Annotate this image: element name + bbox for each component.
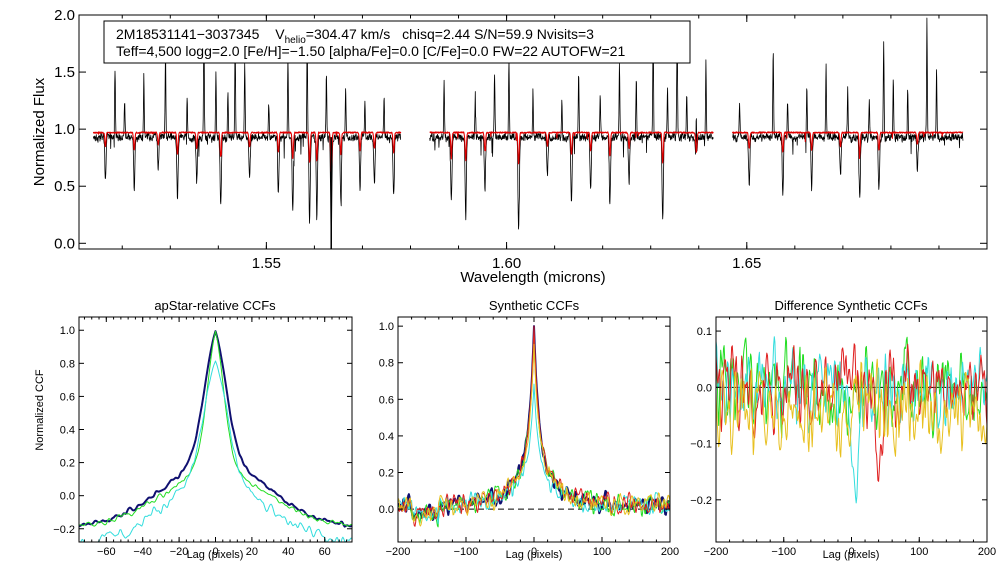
y-tick-label: 1.0 xyxy=(54,121,75,138)
x-tick-label: −200 xyxy=(386,546,411,558)
y-tick-label: 0.0 xyxy=(60,491,75,503)
info-star-id: 2M18531141−3037345 xyxy=(116,26,260,42)
x-tick-label: −20 xyxy=(170,546,189,558)
x-tick-label: 60 xyxy=(319,546,331,558)
y-tick-label: 1.0 xyxy=(379,321,394,333)
info-chisq-sn-nvisits: chisq=2.44 S/N=59.9 Nvisits=3 xyxy=(402,26,594,42)
x-tick-label: 1.55 xyxy=(252,255,281,272)
apstar-ccf-panel: apStar-relative CCFs −60 −40 −20 0 20 40 60 −0.… xyxy=(34,298,353,561)
y-tick-label: 2.0 xyxy=(54,7,75,24)
x-tick-label: 200 xyxy=(661,546,679,558)
info-vhelio-value: =304.47 km/s xyxy=(306,26,390,42)
difference-ccf-line xyxy=(716,358,987,458)
spectrum-panel: 1.55 1.60 1.65 0.0 0.5 1.0 1.5 2.0 Wavelength (… xyxy=(31,7,988,286)
info-box-frame xyxy=(103,20,691,64)
y-tick-label: 1.0 xyxy=(60,325,75,337)
x-tick-label: −100 xyxy=(454,546,479,558)
x-tick-label: −60 xyxy=(97,546,116,558)
apstar-ccf-title: apStar-relative CCFs xyxy=(154,298,276,313)
synthetic-ccf-line xyxy=(398,383,670,525)
y-tick-label: −0.1 xyxy=(690,439,712,451)
x-tick-label: 1.60 xyxy=(492,255,521,272)
y-tick-label: 0.6 xyxy=(60,391,75,403)
x-tick-label: −40 xyxy=(133,546,152,558)
y-tick-label: −0.2 xyxy=(690,495,712,507)
apstar-ccf-x-label: Lag (pixels) xyxy=(187,549,244,561)
synthetic-ccf-line xyxy=(398,325,670,527)
apstar-ccf-ticks: −60 −40 −20 0 20 40 60 −0.2 0.0 0.2 0.4 0.6 0.8 1.0 xyxy=(53,317,352,558)
difference-ccf-panel: Difference Synthetic CCFs −200 −100 0 100 20… xyxy=(690,298,996,561)
x-tick-label: 100 xyxy=(593,546,611,558)
apstar-ccf-line xyxy=(80,360,352,542)
y-tick-label: 0.8 xyxy=(60,358,75,370)
y-tick-label: 0.1 xyxy=(697,326,712,338)
y-tick-label: 0.0 xyxy=(379,504,394,516)
spectrum-observed-line xyxy=(93,30,402,248)
spectrum-y-label: Normalized Flux xyxy=(31,77,48,186)
y-tick-label: 0.8 xyxy=(379,358,394,370)
info-vhelio-label: V xyxy=(275,26,285,42)
spectrum-model-line xyxy=(731,131,964,160)
info-vhelio-sub: helio xyxy=(285,35,307,46)
difference-ccf-line xyxy=(716,336,987,504)
apstar-ccf-line xyxy=(79,330,352,527)
info-line-1: 2M18531141−3037345 Vhelio=304.47 km/s ch… xyxy=(116,26,594,46)
x-tick-label: −200 xyxy=(704,546,729,558)
spectrum-frame xyxy=(78,14,988,250)
info-box: 2M18531141−3037345 Vhelio=304.47 km/s ch… xyxy=(103,20,691,64)
info-line-2: Teff=4,500 logg=2.0 [Fe/H]=−1.50 [alpha/… xyxy=(116,43,625,59)
y-tick-label: 0.0 xyxy=(54,235,75,252)
x-tick-label: 20 xyxy=(246,546,258,558)
spectrum-x-label: Wavelength (microns) xyxy=(460,269,605,286)
x-tick-label: −100 xyxy=(771,546,796,558)
x-tick-label: 0 xyxy=(848,546,854,558)
spectrum-observed-line xyxy=(429,23,714,230)
y-tick-label: 0.2 xyxy=(379,467,394,479)
difference-ccf-line xyxy=(716,343,987,482)
y-tick-label: 0.0 xyxy=(697,382,712,394)
spectrum-ticks: 1.55 1.60 1.65 0.0 0.5 1.0 1.5 2.0 xyxy=(54,7,988,272)
difference-ccf-title: Difference Synthetic CCFs xyxy=(775,298,928,313)
spectrum-plot-area xyxy=(92,17,964,249)
spectrum-model-line xyxy=(429,131,714,165)
y-tick-label: 1.5 xyxy=(54,64,75,81)
spectrum-observed-line xyxy=(732,17,964,198)
synthetic-ccf-ticks: −200 −100 0 100 200 0.0 0.2 0.4 0.6 0.8 1.0 xyxy=(379,317,679,558)
difference-ccf-ticks: −200 −100 0 100 200 −0.2 −0.1 0.0 0.1 xyxy=(690,317,996,558)
y-tick-label: 0.4 xyxy=(60,425,75,437)
synthetic-ccf-plot-area xyxy=(398,325,670,528)
difference-ccf-plot-area xyxy=(716,336,987,504)
apstar-ccf-y-label: Normalized CCF xyxy=(34,369,46,451)
apstar-ccf-plot-area xyxy=(79,330,352,542)
synthetic-ccf-x-label: Lag (pixels) xyxy=(506,549,563,561)
x-tick-label: 1.65 xyxy=(732,255,761,272)
synthetic-ccf-panel: Synthetic CCFs −200 −100 0 100 200 0.0 0.2 0.4 0… xyxy=(379,298,679,561)
synthetic-ccf-title: Synthetic CCFs xyxy=(489,298,580,313)
y-tick-label: 0.5 xyxy=(54,178,75,195)
y-tick-label: 0.6 xyxy=(379,394,394,406)
y-tick-label: 0.4 xyxy=(379,431,394,443)
x-tick-label: 100 xyxy=(910,546,928,558)
synthetic-ccf-line xyxy=(398,343,670,527)
x-tick-label: 0 xyxy=(212,546,218,558)
difference-ccf-x-label: Lag (pixels) xyxy=(823,549,880,561)
x-tick-label: 200 xyxy=(978,546,996,558)
spectrum-model-line xyxy=(92,131,402,172)
x-tick-label: 40 xyxy=(282,546,294,558)
y-tick-label: −0.2 xyxy=(53,524,75,536)
y-tick-label: 0.2 xyxy=(60,458,75,470)
x-tick-label: 0 xyxy=(531,546,537,558)
